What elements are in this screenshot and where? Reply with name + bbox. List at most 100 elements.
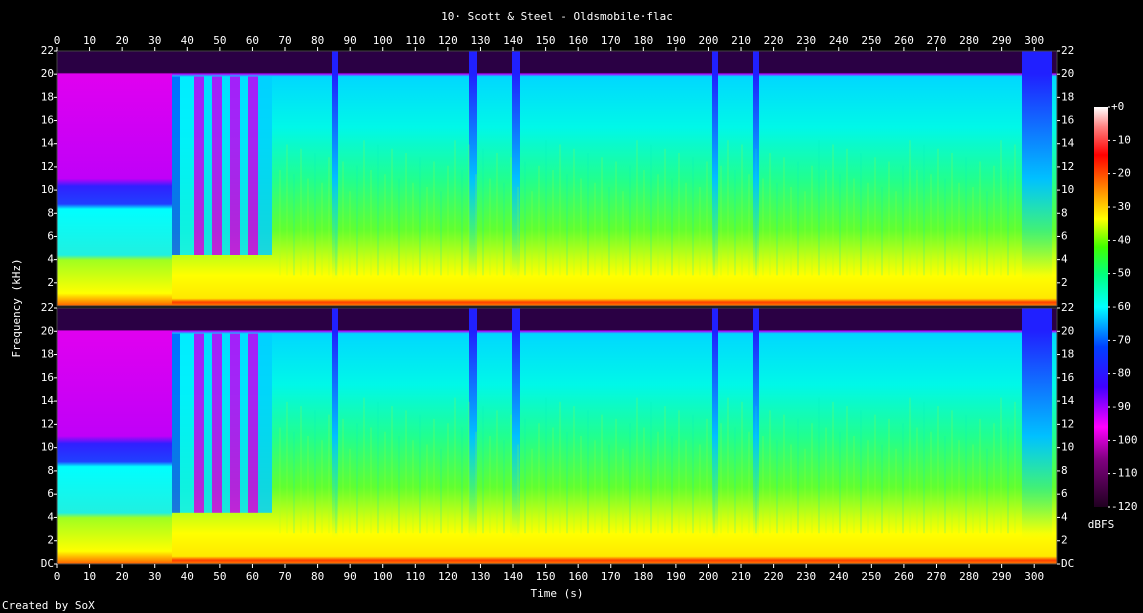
y-tick-label: 8: [47, 206, 54, 219]
y-tick-label: 8: [1061, 206, 1068, 219]
spectrogram-stripe: [258, 76, 272, 255]
spectrogram-stripe: [258, 333, 272, 513]
spectrogram-stripe: [194, 333, 204, 513]
y-tick-label: 22: [41, 44, 54, 57]
x-tick-label: 210: [731, 34, 751, 47]
x-tick-label: 20: [116, 34, 129, 47]
y-tick-label: DC: [1061, 557, 1074, 570]
spectrogram-intro: [57, 51, 172, 306]
x-tick-label: 100: [373, 570, 393, 583]
colorbar-tick-label: -120: [1111, 500, 1138, 513]
x-tick-label: 280: [959, 34, 979, 47]
spectrogram-stripe: [230, 76, 240, 255]
x-tick-label: 80: [311, 570, 324, 583]
y-tick-label: 2: [47, 534, 54, 547]
spectrogram-gap: [712, 51, 718, 306]
x-tick-label: 140: [503, 570, 523, 583]
plot-frame: [56, 307, 1058, 565]
x-tick-label: 220: [764, 34, 784, 47]
y-tick-label: 22: [41, 301, 54, 314]
x-tick-label: 240: [829, 34, 849, 47]
y-tick-label: 2: [1061, 276, 1068, 289]
spectrogram-stripe: [172, 76, 180, 255]
x-tick-label: 20: [116, 570, 129, 583]
colorbar-tick-label: -100: [1111, 433, 1138, 446]
y-tick-label: 4: [47, 253, 54, 266]
y-tick-label: 16: [1061, 114, 1074, 127]
spectrogram-gap: [1022, 51, 1052, 306]
spectrogram-stripe: [212, 333, 222, 513]
y-tick-label: 18: [1061, 348, 1074, 361]
x-tick-label: 10: [83, 570, 96, 583]
chart-title: 10· Scott & Steel - Oldsmobile·flac: [441, 10, 673, 23]
x-tick-label: 80: [311, 34, 324, 47]
spectrogram-stripe: [248, 333, 258, 513]
colorbar-tick-label: -20: [1111, 167, 1131, 180]
spectrogram-gap: [332, 308, 338, 564]
spectrogram-gap: [512, 308, 520, 564]
colorbar-tick-label: -10: [1111, 133, 1131, 146]
x-tick-label: 160: [568, 34, 588, 47]
y-tick-label: 4: [47, 510, 54, 523]
y-tick-label: 6: [1061, 229, 1068, 242]
y-tick-label: 16: [41, 114, 54, 127]
y-tick-label: 10: [41, 183, 54, 196]
colorbar-tick-label: -40: [1111, 233, 1131, 246]
x-tick-label: 0: [54, 570, 61, 583]
x-tick-label: 0: [54, 34, 61, 47]
spectrogram-stripe: [194, 76, 204, 255]
y-tick-label: 20: [41, 324, 54, 337]
spectrogram-stripe: [180, 76, 194, 255]
spectrogram-stripe: [248, 76, 258, 255]
x-tick-label: 280: [959, 570, 979, 583]
y-tick-label: 6: [47, 487, 54, 500]
x-tick-label: 270: [927, 34, 947, 47]
colorbar-tick-label: -110: [1111, 467, 1138, 480]
x-tick-label: 300: [1024, 570, 1044, 583]
spectrogram-stripe: [204, 76, 212, 255]
y-tick-label: 16: [41, 371, 54, 384]
x-tick-label: 110: [405, 34, 425, 47]
x-tick-label: 290: [992, 570, 1012, 583]
plot-frame: [56, 50, 1058, 307]
x-axis-label: Time (s): [531, 587, 584, 600]
x-tick-label: 60: [246, 34, 259, 47]
colorbar-tick-label: -60: [1111, 300, 1131, 313]
spectrogram-gap: [1022, 308, 1052, 564]
y-tick-label: 6: [1061, 487, 1068, 500]
x-tick-label: 170: [601, 34, 621, 47]
y-tick-label: 18: [41, 90, 54, 103]
x-tick-label: 190: [666, 34, 686, 47]
colorbar-tick-label: -30: [1111, 200, 1131, 213]
y-tick-label: 2: [47, 276, 54, 289]
spectrogram-stripe: [240, 333, 248, 513]
colorbar: [1094, 107, 1108, 507]
y-tick-label: 20: [1061, 324, 1074, 337]
y-tick-label: 22: [1061, 301, 1074, 314]
x-tick-label: 240: [829, 570, 849, 583]
spectrogram-intro: [57, 308, 172, 564]
spectrogram-gap: [332, 51, 338, 306]
spectrogram-gap: [469, 51, 477, 306]
x-tick-label: 140: [503, 34, 523, 47]
spectrogram-stripe: [204, 333, 212, 513]
x-tick-label: 180: [633, 34, 653, 47]
spectrogram-gap: [512, 51, 520, 306]
x-tick-label: 250: [861, 34, 881, 47]
x-tick-label: 200: [699, 34, 719, 47]
y-tick-label: 16: [1061, 371, 1074, 384]
spectrogram-stripe: [172, 333, 180, 513]
x-tick-label: 30: [148, 34, 161, 47]
colorbar-tick-label: -90: [1111, 400, 1131, 413]
x-tick-label: 50: [213, 570, 226, 583]
x-tick-label: 290: [992, 34, 1012, 47]
colorbar-label: dBFS: [1088, 518, 1115, 531]
spectrogram-gap: [753, 51, 759, 306]
x-tick-label: 50: [213, 34, 226, 47]
x-tick-label: 120: [438, 34, 458, 47]
y-tick-label: 4: [1061, 253, 1068, 266]
spectrogram-stripe: [240, 76, 248, 255]
x-tick-label: 260: [894, 34, 914, 47]
y-tick-label: 14: [41, 137, 55, 150]
